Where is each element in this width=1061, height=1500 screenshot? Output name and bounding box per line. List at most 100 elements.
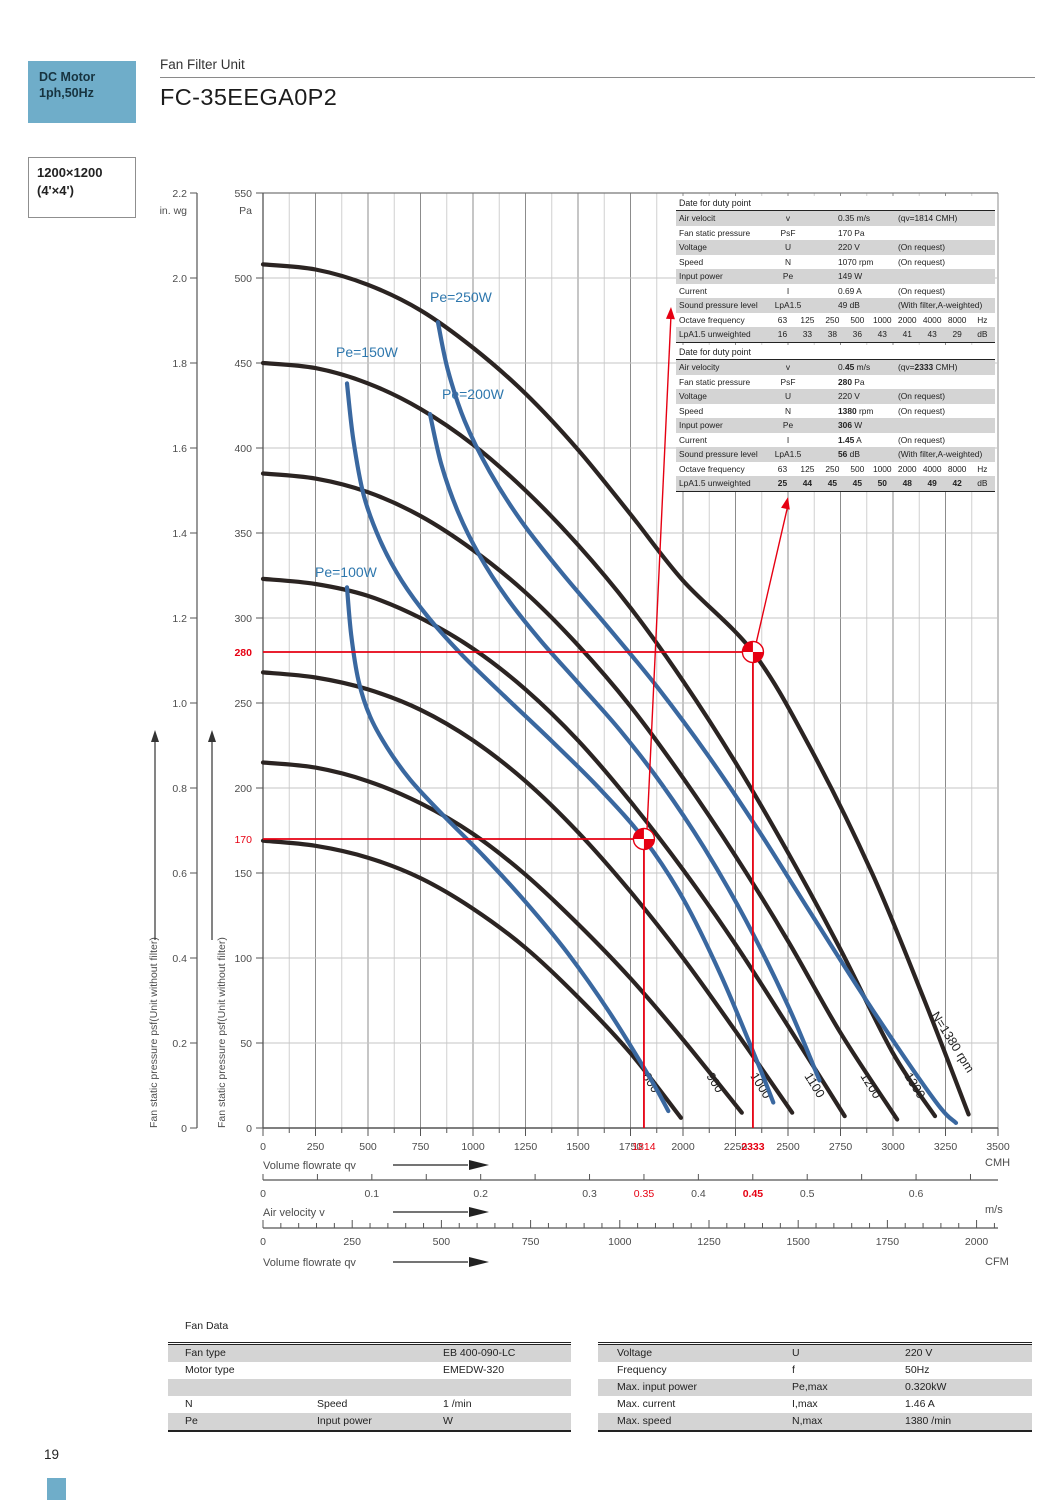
cell-c3: 1 /min xyxy=(443,1398,472,1410)
cell-band-value: 38 xyxy=(827,329,838,340)
cell-c1: Max. input power xyxy=(617,1381,697,1393)
cell-unit: Hz xyxy=(977,314,988,325)
cell-c1: Fan type xyxy=(185,1347,226,1359)
cell-value: 1380 rpm xyxy=(838,405,874,416)
inwg-tick-label: 0 xyxy=(181,1123,187,1135)
fan-data-title: Fan Data xyxy=(185,1320,229,1332)
cell-unit: dB xyxy=(977,329,988,340)
cell-label: Octave frequency xyxy=(679,463,745,474)
fan-data-row: Motor type EMEDW-320 xyxy=(168,1362,571,1379)
inwg-tick-label: 1.2 xyxy=(172,613,187,625)
ms-tick-label: 0.6 xyxy=(909,1188,924,1200)
cmh-tick-label: 3250 xyxy=(934,1141,958,1153)
pa-tick-label: 400 xyxy=(234,443,252,455)
cell-band-value: 250 xyxy=(825,463,840,474)
motor-type-badge: DC Motor 1ph,50Hz xyxy=(28,61,136,123)
flow-arrow-icon xyxy=(469,1257,489,1267)
cell-band-value: 48 xyxy=(902,478,912,489)
cell-c3: 1.46 A xyxy=(905,1398,935,1410)
cell-unit: dB xyxy=(977,478,988,489)
flow-arrow-icon xyxy=(469,1207,489,1217)
cell-symbol: I xyxy=(786,434,790,445)
cell-band-value: 2000 xyxy=(897,314,917,325)
cell-c2: U xyxy=(792,1347,800,1359)
axes: 550500450400350300250200150100500Pa28017… xyxy=(148,188,1010,1269)
model-number: FC-35EEGA0P2 xyxy=(160,84,338,110)
cfm-tick-label: 500 xyxy=(433,1236,451,1248)
cmh-tick-label: 1000 xyxy=(461,1141,485,1153)
cell-symbol: LpA1.5 xyxy=(774,300,802,311)
cell-c2: f xyxy=(792,1364,795,1376)
cell-band-value: 42 xyxy=(952,478,962,489)
inwg-tick-label: 0.8 xyxy=(172,783,187,795)
pa-red-tick-label: 280 xyxy=(234,647,252,659)
duty-row: Speed N 1070 rpm (On request) xyxy=(676,255,995,270)
duty-row: Sound pressure level LpA1.5 56 dB (With fil… xyxy=(676,447,995,462)
unit-size-box: 1200×1200 (4'×4') xyxy=(28,157,136,218)
cfm-tick-label: 1000 xyxy=(608,1236,632,1248)
pa-tick-label: 50 xyxy=(240,1038,252,1050)
badge-line2: 1ph,50Hz xyxy=(39,86,94,100)
duty-table-title: Date for duty point xyxy=(676,196,995,211)
cell-band-value: 33 xyxy=(802,329,813,340)
pa-tick-label: 250 xyxy=(234,698,252,710)
marker-quadrant xyxy=(633,828,644,839)
cell-c2 xyxy=(317,1345,443,1362)
cell-band-value: 500 xyxy=(850,463,865,474)
octave-row: Octave frequency 63 125 250 500 1000 2000 4000 8… xyxy=(676,313,995,328)
power-curve-label-100w: Pe=100W xyxy=(315,564,378,580)
cell-c3: 0.320kW xyxy=(905,1381,947,1393)
cell-label: Input power xyxy=(679,420,723,431)
inwg-tick-label: 1.0 xyxy=(172,698,187,710)
power-curve-150w xyxy=(344,381,776,1105)
duty-point-marker-1 xyxy=(632,827,656,851)
fan-curve-1000 xyxy=(260,670,795,1115)
fan-data-table-left: Fan type EB 400-090-LC Motor type EMEDW-320… xyxy=(168,1342,571,1432)
duty-row: Fan static pressure PsF 170 Pa xyxy=(676,226,995,241)
cell-note: (qv=2333 CMH) xyxy=(898,362,958,372)
cmh-tick-label: 0 xyxy=(260,1141,266,1153)
x-axis-title: Volume flowrate qv xyxy=(263,1160,356,1172)
cell-note: (On request) xyxy=(898,256,946,267)
duty-arrow-icon xyxy=(781,497,790,510)
cfm-tick-label: 1250 xyxy=(697,1236,721,1248)
cell-value: 280 Pa xyxy=(838,376,865,387)
ms-tick-label: 0.4 xyxy=(691,1188,706,1200)
cell-band-value: 2000 xyxy=(897,463,917,474)
ms-tick-label: 0.5 xyxy=(800,1188,815,1200)
cell-c1: Motor type xyxy=(185,1364,235,1376)
power-curve-250w xyxy=(435,320,959,1125)
cfm-tick-label: 2000 xyxy=(965,1236,989,1248)
cfm-tick-label: 750 xyxy=(522,1236,540,1248)
cell-band-value: 125 xyxy=(800,463,815,474)
pa-tick-label: 100 xyxy=(234,953,252,965)
cell-c2: Pe,max xyxy=(792,1381,828,1393)
cell-c3 xyxy=(443,1379,571,1396)
cell-band-value: 1000 xyxy=(872,314,892,325)
cell-note: (qv=1814 CMH) xyxy=(898,213,958,223)
cell-c3: W xyxy=(443,1415,453,1427)
cmh-tick-label: 2250 xyxy=(724,1141,748,1153)
cell-label: Fan static pressure xyxy=(679,376,751,387)
cell-value: 0.45 m/s xyxy=(838,362,871,372)
cell-c2 xyxy=(317,1379,443,1396)
cell-band-value: 36 xyxy=(852,329,862,340)
cell-value: 0.35 m/s xyxy=(838,213,871,223)
cell-band-value: 8000 xyxy=(947,314,967,325)
cell-symbol: PsF xyxy=(780,227,796,238)
inwg-tick-label: 1.6 xyxy=(172,443,187,455)
fan-curve-900 xyxy=(260,760,744,1115)
x-axis-title: Air velocity v xyxy=(263,1207,325,1219)
fan-data-row: Voltage U 220 V xyxy=(598,1345,1032,1362)
fan-data-row: Pe Input power W xyxy=(168,1413,571,1430)
cell-symbol: U xyxy=(784,391,792,402)
flow-arrow-icon xyxy=(469,1160,489,1170)
inwg-tick-label: 0.6 xyxy=(172,868,187,880)
cell-note: (On request) xyxy=(898,285,946,296)
cell-c3: EB 400-090-LC xyxy=(443,1347,516,1359)
cell-c1: Voltage xyxy=(617,1347,653,1359)
cell-band-value: 50 xyxy=(877,478,887,489)
cell-label: LpA1.5 unweighted xyxy=(679,329,751,340)
duty-point-table-2: Date for duty point Air velocity v 0.45 m/s… xyxy=(676,345,995,492)
